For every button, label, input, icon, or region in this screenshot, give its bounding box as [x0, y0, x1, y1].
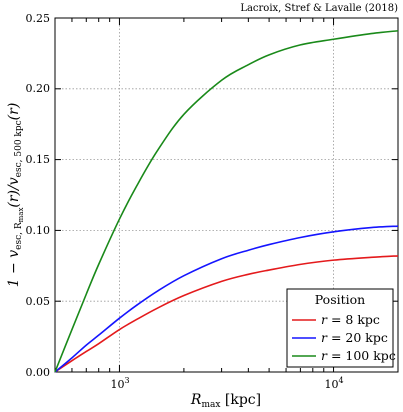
y-tick-label: 0.15	[26, 153, 51, 166]
x-tick-label: 104	[324, 376, 343, 391]
legend-label-r100: r = 100 kpc	[321, 348, 396, 363]
series-lines	[54, 29, 399, 373]
x-axis-label: Rmax [kpc]	[190, 392, 261, 410]
y-tick-label: 0.20	[26, 82, 51, 95]
series-line-2	[54, 29, 399, 373]
axis-ticks	[55, 17, 398, 373]
series-line-1	[54, 225, 399, 373]
chart-credit: Lacroix, Stref & Lavalle (2018)	[240, 3, 398, 14]
x-tick-labels: 103 104	[110, 376, 343, 391]
legend-label-r8: r = 8 kpc	[321, 312, 380, 327]
legend-box	[286, 288, 394, 368]
y-axis-label: 1 − vesc, Rmax(r)/vesc, 500 kpc(r)	[6, 103, 25, 288]
legend-title: Position	[315, 292, 365, 307]
x-tick-label: 103	[110, 376, 129, 391]
y-tick-label: 0.05	[26, 295, 51, 308]
y-tick-label: 0.25	[26, 12, 51, 25]
y-tick-labels: 0.00 0.05 0.10 0.15 0.20 0.25	[26, 12, 51, 379]
y-tick-label: 0.10	[26, 224, 51, 237]
legend: Position r = 8 kpc r = 20 kpc r = 100 kp…	[286, 288, 396, 368]
legend-label-r20: r = 20 kpc	[321, 330, 388, 345]
series-line-0	[54, 255, 399, 373]
y-tick-label: 0.00	[26, 366, 51, 379]
